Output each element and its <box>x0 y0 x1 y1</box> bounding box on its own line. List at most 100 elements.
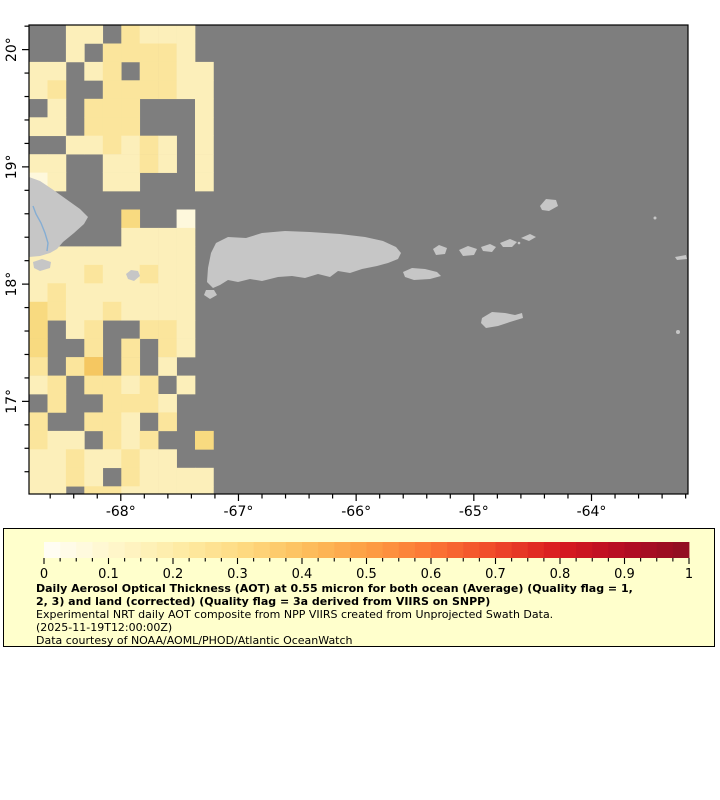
aot-cell <box>139 430 159 450</box>
aot-cell <box>84 375 104 395</box>
aot-cell <box>102 301 122 321</box>
colorbar-step <box>543 542 561 558</box>
aot-cell <box>139 43 159 63</box>
aot-cell <box>176 320 196 339</box>
aot-cell <box>65 320 85 339</box>
aot-cell <box>121 135 141 155</box>
aot-cell <box>158 338 177 358</box>
legend-credit: Data courtesy of NOAA/AOML/PHOD/Atlantic… <box>36 634 353 647</box>
axis-ticks <box>22 25 687 501</box>
aot-cell <box>158 80 177 100</box>
aot-cell <box>139 320 159 339</box>
aot-cell <box>121 117 141 137</box>
aot-cell <box>47 301 67 321</box>
aot-cell <box>65 264 85 284</box>
aot-cell <box>84 264 104 284</box>
aot-cell <box>158 449 177 469</box>
aot-cell <box>139 283 159 303</box>
aot-cell <box>176 338 196 358</box>
aot-cell <box>102 80 122 100</box>
island-culebra <box>433 245 447 255</box>
colorbar-step <box>76 542 93 558</box>
aot-cell <box>47 61 67 81</box>
aot-cell <box>176 61 196 81</box>
island-anegada <box>540 199 558 211</box>
aot-cell <box>47 486 67 494</box>
legend-box: 0 0.1 0.2 0.3 0.4 0.5 0.6 0.7 0.8 0.9 1 Daily Aero… <box>3 528 715 647</box>
aot-cell <box>158 154 177 173</box>
aot-cell <box>84 467 104 487</box>
aot-cell <box>176 80 196 100</box>
aot-cell <box>102 117 122 137</box>
colorbar-step <box>108 542 126 558</box>
aot-cell <box>84 486 104 494</box>
island-anguilla <box>675 255 687 260</box>
aot-cell <box>158 394 177 413</box>
aot-cell <box>102 486 122 494</box>
aot-map: -68° -67° -66° -65° -64° 20° 19° 18° 17° <box>4 24 689 520</box>
aot-cell <box>47 117 67 137</box>
aot-cell <box>102 449 122 469</box>
aot-cell <box>121 283 141 303</box>
aot-cell <box>102 430 122 450</box>
aot-cell <box>121 43 141 63</box>
colorbar-step <box>318 542 335 558</box>
aot-cell <box>121 467 141 487</box>
aot-cell <box>29 486 48 494</box>
aot-cell <box>139 61 159 81</box>
aot-cell <box>84 135 104 155</box>
aot-cell <box>158 264 177 284</box>
colorbar-step <box>398 542 416 558</box>
aot-cell <box>47 430 67 450</box>
aot-cell <box>121 172 141 192</box>
x-tick-label: -64° <box>577 504 607 520</box>
aot-cell <box>121 375 141 395</box>
map-border <box>28 24 689 495</box>
colorbar-step <box>592 542 609 558</box>
aot-cell <box>29 375 48 395</box>
aot-cell <box>84 412 104 432</box>
aot-cell <box>139 394 159 413</box>
axis-labels: -68° -67° -66° -65° -64° 20° 19° 18° 17° <box>4 37 606 520</box>
island-saona <box>33 259 51 271</box>
aot-cell <box>176 301 196 321</box>
aot-cell <box>65 357 85 376</box>
aot-cell <box>84 283 104 303</box>
aot-cell <box>195 117 214 137</box>
colorbar-step <box>285 542 303 558</box>
aot-cell <box>121 338 141 358</box>
aot-cell <box>65 449 85 469</box>
aot-cell <box>102 264 122 284</box>
aot-cell <box>158 43 177 63</box>
colorbar-step <box>60 542 77 558</box>
colorbar-ticks <box>43 558 690 564</box>
colorbar-tick-label: 0.9 <box>614 567 635 581</box>
aot-cell <box>121 301 141 321</box>
aot-cell <box>195 172 214 192</box>
aot-cell <box>84 246 104 266</box>
aot-cell <box>158 320 177 339</box>
aot-cell <box>195 98 214 118</box>
aot-cell <box>121 486 141 494</box>
aot-cell <box>121 209 141 229</box>
colorbar-step <box>156 542 174 558</box>
legend-title-line2: 2, 3) and land (corrected) (Quality flag… <box>36 595 491 608</box>
legend-text-block: Daily Aerosol Optical Thickness (AOT) at… <box>36 582 696 647</box>
colorbar-step <box>302 542 319 558</box>
aot-cell <box>176 43 196 63</box>
aot-colorbar: 0 0.1 0.2 0.3 0.4 0.5 0.6 0.7 0.8 0.9 1 <box>40 542 693 581</box>
aot-cell <box>102 394 122 413</box>
aot-cell <box>121 98 141 118</box>
aot-cell <box>139 154 159 173</box>
aot-cell <box>139 25 159 44</box>
aot-cell <box>102 375 122 395</box>
colorbar-step <box>124 542 142 558</box>
aot-cell <box>84 117 104 137</box>
aot-cell <box>65 43 85 63</box>
colorbar-step <box>173 542 190 558</box>
legend-title-line1: Daily Aerosol Optical Thickness (AOT) at… <box>36 582 633 595</box>
aot-cell <box>139 135 159 155</box>
aot-cell <box>176 246 196 266</box>
aot-cell <box>29 80 48 100</box>
islet-dot <box>517 241 521 245</box>
